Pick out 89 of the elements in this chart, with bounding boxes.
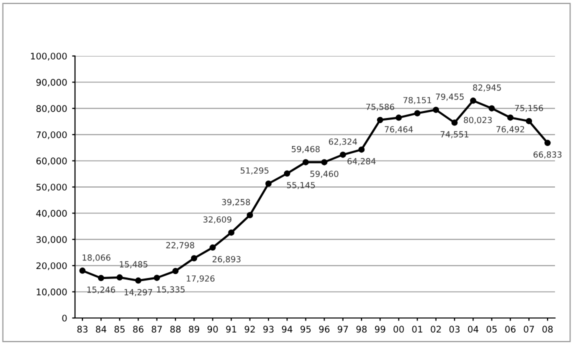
data-label: 82,945 bbox=[473, 84, 501, 92]
point bbox=[507, 114, 514, 121]
x-tick-label: 86 bbox=[133, 326, 144, 333]
point bbox=[79, 268, 86, 274]
data-label: 15,335 bbox=[157, 286, 185, 294]
y-tick-label: 30,000 bbox=[36, 236, 67, 244]
y-tick-label: 40,000 bbox=[36, 210, 67, 218]
x-tick-label: 96 bbox=[319, 326, 330, 333]
x-tick-label: 04 bbox=[468, 326, 478, 333]
x-tick-label: 91 bbox=[226, 326, 236, 333]
point bbox=[265, 180, 272, 187]
point bbox=[358, 146, 365, 153]
data-label: 74,551 bbox=[440, 131, 468, 138]
x-tick-label: 99 bbox=[374, 326, 386, 333]
data-label: 79,455 bbox=[436, 94, 464, 101]
x-tick-label: 03 bbox=[449, 326, 460, 333]
y-tick-label: 0 bbox=[62, 314, 67, 322]
y-tick-label: 80,000 bbox=[36, 105, 67, 113]
y-tick-label: 20,000 bbox=[36, 262, 67, 270]
y-tick-label: 60,000 bbox=[36, 158, 67, 166]
x-tick-label: 85 bbox=[114, 326, 125, 333]
data-label: 17,926 bbox=[186, 275, 215, 282]
data-label: 64,284 bbox=[348, 158, 376, 166]
data-label: 59,468 bbox=[292, 146, 320, 154]
y-tick-label: 90,000 bbox=[36, 78, 67, 87]
x-tick-label: 90 bbox=[208, 326, 218, 333]
point bbox=[488, 105, 495, 112]
data-label: 51,295 bbox=[240, 167, 268, 175]
data-label: 14,297 bbox=[124, 289, 152, 296]
point bbox=[376, 116, 384, 124]
point bbox=[98, 274, 104, 282]
x-tick-label: 83 bbox=[77, 326, 88, 333]
x-tick-label: 06 bbox=[505, 326, 516, 333]
data-label: 15,246 bbox=[87, 286, 116, 294]
data-label: 78,151 bbox=[403, 96, 432, 104]
data-label: 15,485 bbox=[120, 261, 148, 268]
x-tick-label: 84 bbox=[96, 326, 106, 333]
x-tick-label: 88 bbox=[170, 326, 181, 333]
x-tick-label: 05 bbox=[486, 326, 497, 333]
point bbox=[228, 229, 234, 236]
x-tick-label: 08 bbox=[542, 326, 553, 333]
x-tick-label: 92 bbox=[244, 326, 255, 333]
data-label: 55,145 bbox=[287, 182, 315, 190]
point bbox=[302, 159, 309, 166]
y-tick-label: 50,000 bbox=[36, 184, 67, 192]
point bbox=[414, 110, 420, 116]
y-tick-label: 70,000 bbox=[36, 131, 67, 140]
data-label: 75,156 bbox=[515, 104, 544, 112]
x-tick-label: 87 bbox=[152, 326, 162, 333]
data-label: 18,066 bbox=[82, 254, 110, 262]
data-label: 59,460 bbox=[310, 170, 338, 178]
point bbox=[396, 114, 402, 121]
point bbox=[284, 170, 290, 177]
data-label: 80,023 bbox=[464, 116, 492, 124]
data-label: 75,586 bbox=[366, 104, 394, 111]
point bbox=[526, 118, 532, 124]
data-label: 22,798 bbox=[166, 242, 194, 250]
point bbox=[340, 152, 346, 158]
data-label: 32,609 bbox=[203, 216, 232, 224]
point bbox=[210, 244, 216, 251]
x-tick-label: 89 bbox=[188, 326, 200, 333]
point bbox=[470, 98, 476, 104]
point bbox=[116, 274, 123, 281]
data-label: 39,258 bbox=[222, 198, 250, 206]
data-label: 62,324 bbox=[328, 138, 358, 146]
point bbox=[246, 212, 254, 218]
x-tick-label: 98 bbox=[356, 326, 367, 333]
x-tick-label: 01 bbox=[412, 326, 422, 333]
point bbox=[190, 255, 198, 262]
data-label: 66,833 bbox=[534, 151, 562, 159]
point bbox=[321, 159, 328, 166]
data-label: 26,893 bbox=[212, 256, 240, 264]
x-tick-label: 02 bbox=[430, 326, 441, 333]
point bbox=[172, 268, 179, 274]
x-tick-label: 93 bbox=[263, 326, 274, 333]
x-tick-label: 94 bbox=[282, 326, 292, 333]
x-tick-label: 97 bbox=[338, 326, 348, 333]
data-label: 76,492 bbox=[496, 126, 524, 134]
x-tick-label: 00 bbox=[394, 326, 404, 333]
data-label: 76,464 bbox=[384, 126, 413, 134]
point bbox=[135, 277, 142, 284]
y-tick-label: 10,000 bbox=[36, 288, 67, 296]
y-tick-label: 100,000 bbox=[31, 52, 67, 60]
point bbox=[154, 274, 160, 281]
x-tick-label: 07 bbox=[524, 326, 534, 333]
point bbox=[451, 120, 458, 126]
point bbox=[432, 106, 440, 113]
x-tick-label: 95 bbox=[300, 326, 311, 333]
point bbox=[544, 140, 551, 146]
